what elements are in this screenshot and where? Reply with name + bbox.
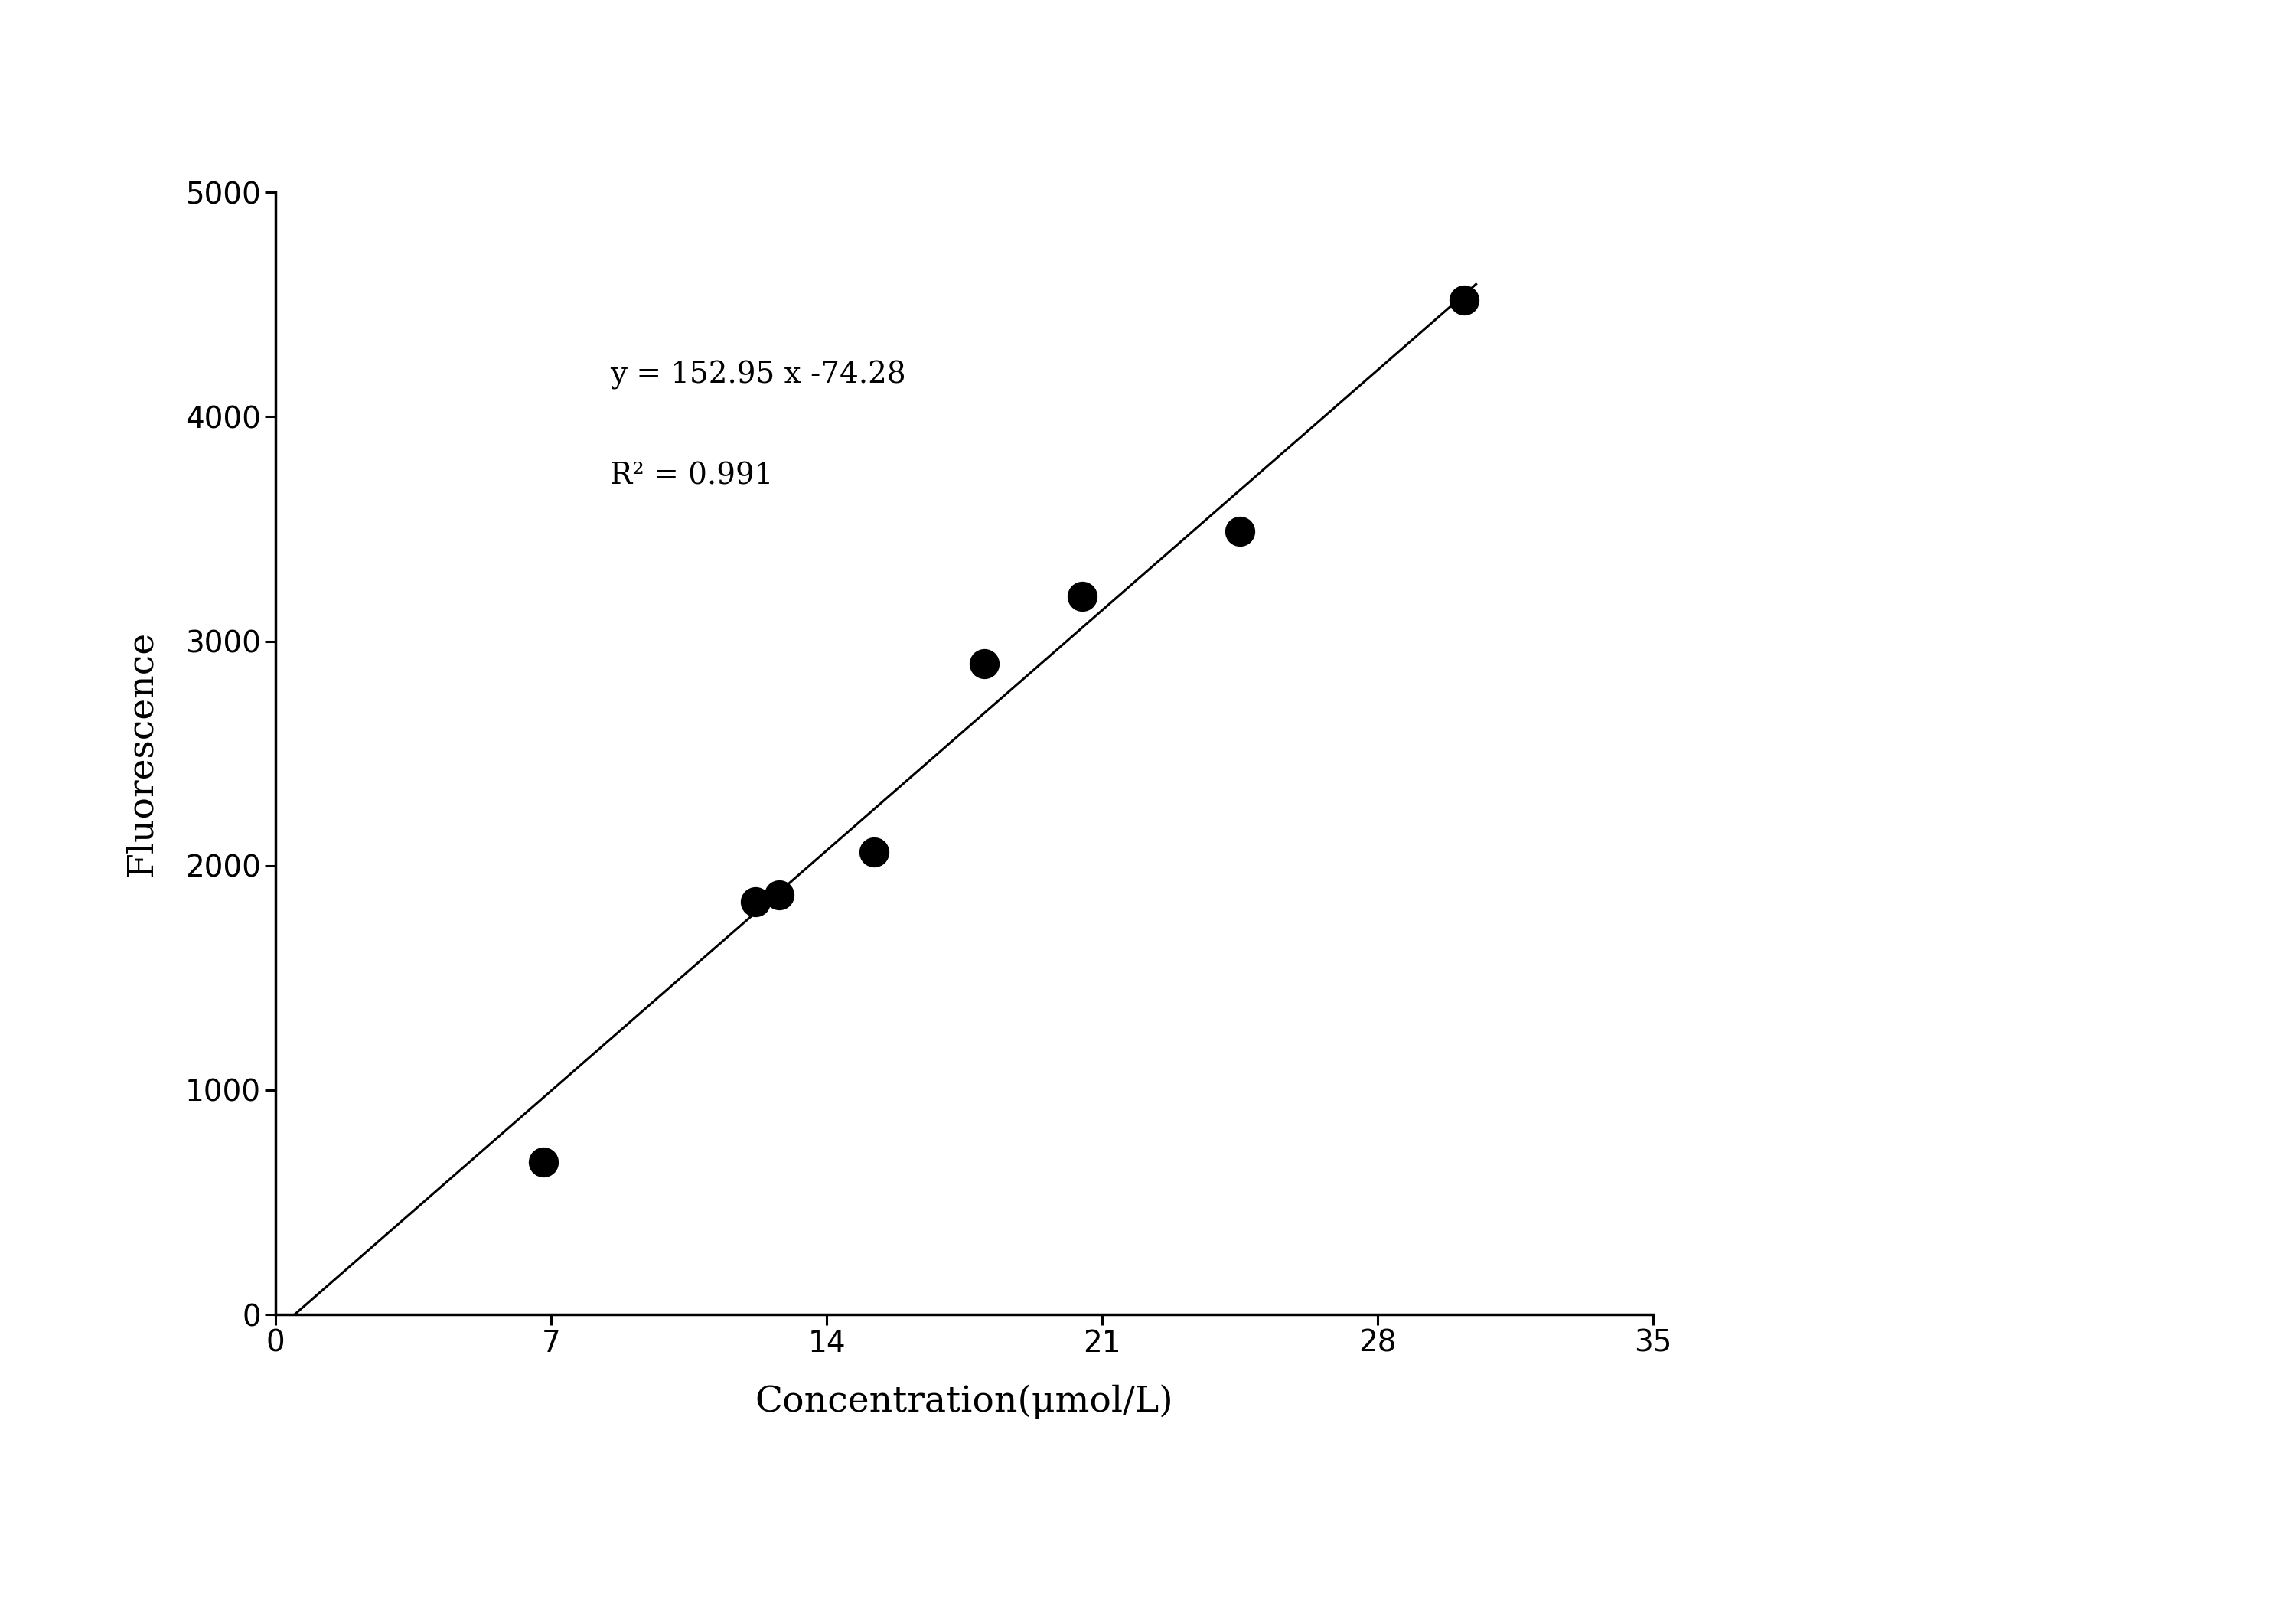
Point bbox=[526, 1149, 563, 1175]
Text: R² = 0.991: R² = 0.991 bbox=[611, 462, 774, 491]
Text: y = 152.95 x -74.28: y = 152.95 x -74.28 bbox=[611, 361, 907, 390]
Point bbox=[760, 882, 797, 907]
Point bbox=[1446, 287, 1483, 313]
Point bbox=[856, 840, 893, 866]
Point bbox=[737, 888, 774, 914]
Point bbox=[967, 651, 1003, 676]
Point bbox=[1221, 518, 1258, 543]
X-axis label: Concentration(μmol/L): Concentration(μmol/L) bbox=[755, 1385, 1173, 1419]
Y-axis label: Fluorescence: Fluorescence bbox=[124, 630, 158, 877]
Point bbox=[1063, 583, 1100, 609]
